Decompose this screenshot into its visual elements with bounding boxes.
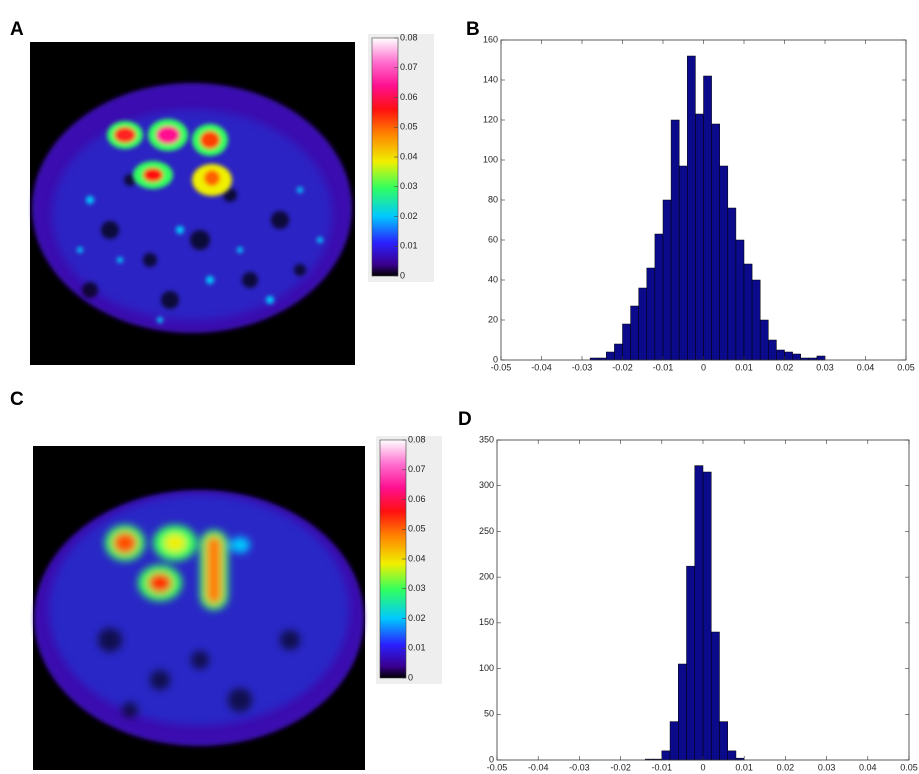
- histogram-bar: [686, 565, 696, 761]
- histogram-bar: [751, 279, 761, 361]
- histogram-bar: [727, 207, 737, 361]
- histogram-bar: [606, 351, 615, 361]
- y-tick-label: 140: [483, 74, 498, 84]
- histogram-bar: [638, 287, 648, 361]
- scan-image-c: [33, 446, 365, 770]
- x-tick-label: 0: [701, 362, 706, 372]
- histogram-bar: [702, 471, 712, 761]
- histogram-bar: [687, 55, 696, 361]
- y-tick-label: 250: [479, 526, 494, 536]
- colorbar-tick-label: 0.08: [408, 434, 426, 444]
- histogram-bar: [759, 319, 769, 361]
- histogram-bar: [719, 165, 729, 361]
- histogram-bar: [646, 267, 656, 361]
- histogram-bar: [710, 631, 720, 761]
- histogram-bar: [669, 721, 679, 761]
- x-tick-label: 0.02: [776, 362, 794, 372]
- x-tick-label: -0.03: [569, 762, 590, 772]
- x-tick-label: -0.02: [612, 362, 633, 372]
- colorbar-tick-label: 0.06: [400, 92, 418, 102]
- histogram-bar: [678, 663, 687, 761]
- histogram-bar: [614, 343, 623, 361]
- x-tick-label: -0.01: [652, 762, 673, 772]
- histogram-bar: [743, 263, 753, 361]
- panel-label: B: [466, 19, 480, 40]
- histogram-bar: [678, 165, 688, 361]
- x-tick-label: -0.02: [610, 762, 631, 772]
- colorbar-tick-label: 0.05: [400, 122, 418, 132]
- x-tick-label: -0.05: [487, 762, 508, 772]
- y-tick-label: 80: [488, 194, 498, 204]
- y-tick-label: 20: [488, 314, 498, 324]
- colorbar-tick-label: 0.06: [408, 494, 426, 504]
- histogram-bar: [622, 323, 631, 361]
- histogram-bar: [719, 721, 728, 761]
- histogram-bar: [695, 113, 704, 361]
- histogram-bar: [776, 349, 785, 361]
- colorbar-tick-label: 0.01: [408, 643, 426, 653]
- colorbar-tick-label: 0.05: [408, 524, 426, 534]
- colorbar-tick-label: 0.01: [400, 241, 418, 251]
- histogram-bar: [784, 351, 793, 361]
- y-tick-label: 60: [488, 234, 498, 244]
- x-tick-label: -0.05: [491, 362, 512, 372]
- x-tick-label: 0.03: [816, 362, 834, 372]
- histogram-bar: [768, 339, 777, 361]
- colorbar-tick-label: 0: [408, 672, 413, 682]
- histogram-bar: [662, 199, 672, 361]
- histogram-bar: [792, 353, 801, 361]
- histogram-bar: [654, 233, 664, 361]
- histogram-bar: [661, 750, 671, 761]
- colorbar-tick-label: 0.04: [408, 553, 426, 563]
- histogram-bar: [735, 239, 745, 361]
- y-tick-label: 120: [483, 114, 498, 124]
- colorbar-tick-label: 0.07: [408, 464, 426, 474]
- colorbar-tick-label: 0.07: [400, 62, 418, 72]
- y-tick-label: 160: [483, 34, 498, 44]
- y-tick-label: 50: [484, 709, 494, 719]
- x-tick-label: 0.04: [859, 762, 877, 772]
- colorbar-tick-label: 0.08: [400, 32, 418, 42]
- y-tick-label: 200: [479, 572, 494, 582]
- histogram-bar: [711, 123, 720, 361]
- histogram-bar: [670, 119, 680, 361]
- colorbar-tick-label: 0.04: [400, 151, 418, 161]
- histogram-bar: [630, 305, 639, 361]
- colorbar-tick-label: 0: [400, 270, 405, 280]
- y-tick-label: 350: [479, 434, 494, 444]
- colorbar: [371, 37, 399, 277]
- x-tick-label: 0.04: [857, 362, 875, 372]
- x-tick-label: 0.02: [777, 762, 795, 772]
- y-tick-label: 150: [479, 617, 494, 627]
- x-tick-label: 0.03: [818, 762, 836, 772]
- x-tick-label: 0.05: [897, 362, 915, 372]
- x-tick-label: 0.05: [900, 762, 918, 772]
- x-tick-label: 0.01: [735, 762, 753, 772]
- y-tick-label: 100: [479, 663, 494, 673]
- scan-image-a: [30, 42, 355, 365]
- histogram-bar: [727, 750, 737, 761]
- y-tick-label: 300: [479, 480, 494, 490]
- y-tick-label: 100: [483, 154, 498, 164]
- colorbar-tick-label: 0.02: [408, 613, 426, 623]
- histogram-bar: [694, 465, 704, 761]
- colorbar-tick-label: 0.03: [400, 181, 418, 191]
- y-tick-label: 0: [493, 354, 498, 364]
- x-tick-label: -0.04: [528, 762, 549, 772]
- x-tick-label: -0.01: [653, 362, 674, 372]
- y-tick-label: 40: [488, 274, 498, 284]
- x-tick-label: -0.04: [531, 362, 552, 372]
- histogram-bar: [703, 75, 712, 361]
- x-tick-label: -0.03: [572, 362, 593, 372]
- panel-label: C: [10, 389, 24, 410]
- x-tick-label: 0.01: [735, 362, 753, 372]
- colorbar-tick-label: 0.03: [408, 583, 426, 593]
- histogram-bar: [816, 355, 826, 361]
- y-tick-label: 0: [489, 754, 494, 764]
- panel-label: A: [10, 19, 24, 40]
- colorbar-tick-label: 0.02: [400, 211, 418, 221]
- panel-label: D: [458, 409, 472, 430]
- x-tick-label: 0: [700, 762, 705, 772]
